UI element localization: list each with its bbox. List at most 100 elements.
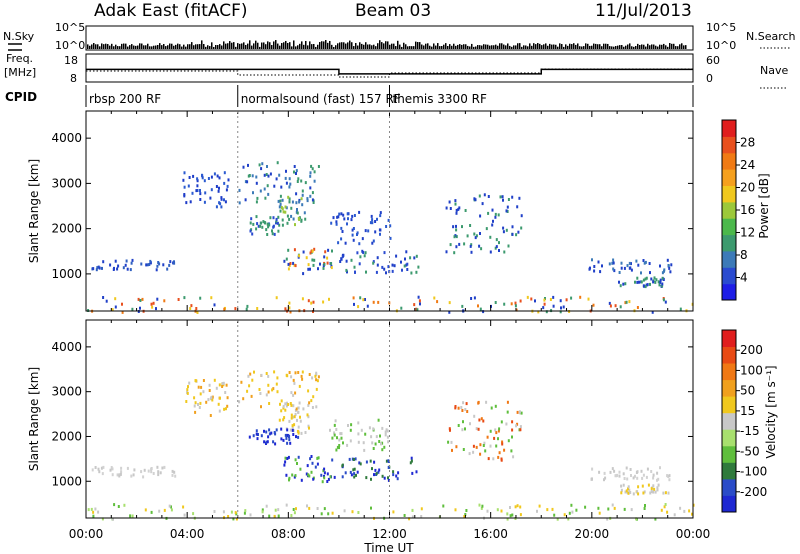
noise-bar (511, 46, 513, 49)
noise-bar (179, 44, 181, 49)
data-cell (226, 396, 229, 400)
data-cell (309, 194, 312, 198)
data-cell (146, 263, 149, 267)
data-cell (501, 195, 504, 199)
noise-bar (519, 43, 521, 49)
data-cell (291, 200, 294, 204)
data-cell (410, 456, 413, 460)
data-cell (256, 222, 259, 226)
data-cell (255, 181, 258, 185)
data-cell (297, 371, 300, 374)
data-cell (358, 242, 361, 246)
cpid-label: CPID (5, 90, 37, 104)
freq-right-tick-bottom: 0 (706, 72, 713, 85)
colorbar-tick-label: -15 (740, 424, 760, 438)
data-cell (360, 428, 363, 432)
noise-bar (131, 44, 133, 49)
data-cell (299, 467, 302, 471)
data-cell (305, 256, 308, 260)
data-cell (257, 433, 259, 436)
data-cell (248, 174, 251, 177)
data-cell (301, 370, 304, 374)
data-cell (637, 492, 640, 496)
noise-bar (285, 40, 287, 49)
data-cell (449, 207, 452, 210)
data-cell (276, 376, 279, 380)
data-cell (374, 468, 377, 472)
data-cell (560, 306, 562, 310)
data-cell (328, 297, 330, 301)
noise-bar (499, 43, 501, 49)
noise-bar (159, 43, 161, 49)
data-cell (210, 395, 213, 399)
data-cell (294, 391, 297, 395)
data-cell (634, 474, 636, 478)
data-cell (357, 305, 360, 309)
data-cell (302, 407, 305, 411)
data-cell (469, 244, 472, 248)
data-cell (196, 179, 199, 183)
freq-line (86, 68, 693, 75)
colorbar-tick-label: 16 (740, 203, 755, 217)
noise-bar (167, 45, 169, 49)
data-cell (263, 429, 265, 433)
noise-bar (181, 46, 183, 49)
data-cell (307, 263, 310, 267)
data-cell (240, 380, 243, 384)
data-cell (339, 432, 342, 436)
data-cell (282, 406, 285, 410)
data-cell (252, 434, 255, 438)
data-cell (245, 307, 248, 311)
data-cell (662, 491, 665, 495)
data-cell (307, 403, 310, 407)
data-cell (279, 199, 282, 203)
data-cell (632, 492, 635, 496)
data-cell (502, 230, 505, 234)
data-cell (238, 188, 241, 192)
data-cell (223, 407, 226, 411)
data-cell (117, 264, 120, 268)
data-cell (505, 422, 508, 426)
data-cell (275, 296, 278, 300)
data-cell (263, 187, 266, 191)
colorbar-swatch (722, 152, 736, 170)
data-cell (620, 488, 623, 492)
data-cell (464, 209, 467, 212)
data-cell (169, 260, 172, 264)
data-cell (292, 415, 294, 419)
data-cell (334, 419, 337, 423)
data-cell (290, 403, 293, 407)
data-cell (291, 473, 294, 477)
data-cell (346, 212, 349, 216)
data-cell (628, 300, 631, 304)
noise-bar (103, 44, 105, 49)
data-cell (592, 303, 595, 307)
data-cell (295, 192, 298, 196)
data-cell (411, 508, 414, 512)
data-cell (417, 295, 420, 299)
data-cell (267, 192, 270, 196)
noise-bar (163, 43, 165, 49)
data-cell (246, 304, 249, 308)
data-cell (199, 392, 202, 396)
data-cell (626, 477, 629, 481)
data-cell (503, 448, 506, 452)
noise-bar (449, 44, 451, 49)
data-cell (657, 477, 660, 481)
data-cell (584, 505, 587, 509)
colorbar-tick-label: 15 (740, 404, 755, 418)
noise-bar (651, 44, 653, 49)
data-cell (255, 175, 258, 179)
data-cell (300, 478, 303, 482)
data-cell (575, 508, 578, 512)
data-cell (351, 228, 354, 232)
data-cell (498, 241, 500, 245)
noise-bar (491, 45, 493, 49)
data-cell (124, 263, 127, 267)
data-cell (311, 376, 314, 380)
data-cell (302, 272, 305, 276)
data-cell (195, 379, 198, 383)
data-cell (287, 248, 290, 252)
data-cell (352, 227, 355, 230)
data-cell (511, 428, 514, 432)
